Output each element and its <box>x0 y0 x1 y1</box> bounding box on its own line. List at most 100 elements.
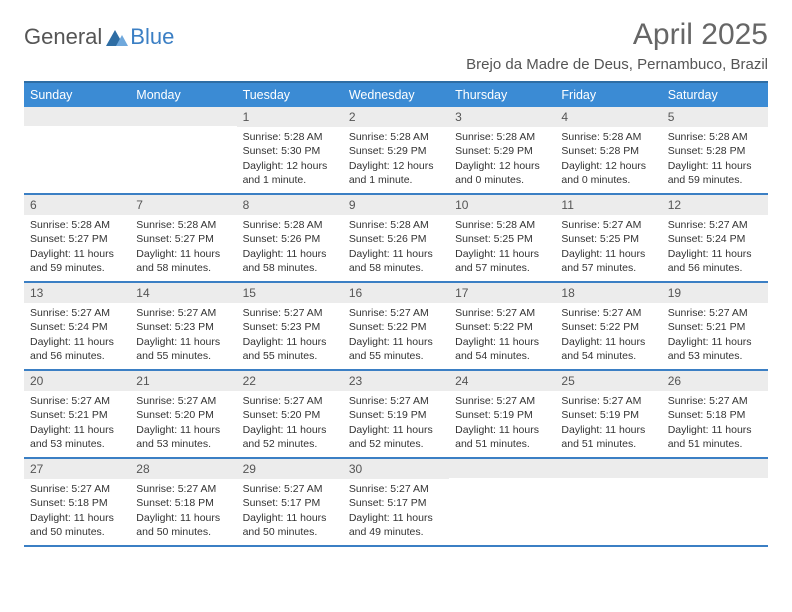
day-number: 25 <box>555 371 661 391</box>
day-cell: 17Sunrise: 5:27 AMSunset: 5:22 PMDayligh… <box>449 283 555 369</box>
day-body: Sunrise: 5:27 AMSunset: 5:25 PMDaylight:… <box>555 215 661 279</box>
day-body: Sunrise: 5:28 AMSunset: 5:30 PMDaylight:… <box>237 127 343 191</box>
day-number: 19 <box>662 283 768 303</box>
day-cell: 6Sunrise: 5:28 AMSunset: 5:27 PMDaylight… <box>24 195 130 281</box>
sunset-text: Sunset: 5:21 PM <box>30 408 124 422</box>
day-body: Sunrise: 5:27 AMSunset: 5:23 PMDaylight:… <box>130 303 236 367</box>
sunset-text: Sunset: 5:18 PM <box>30 496 124 510</box>
daylight-text: Daylight: 11 hours and 56 minutes. <box>30 335 124 363</box>
day-cell <box>130 107 236 193</box>
daylight-text: Daylight: 11 hours and 51 minutes. <box>668 423 762 451</box>
week-row: 20Sunrise: 5:27 AMSunset: 5:21 PMDayligh… <box>24 371 768 459</box>
sunrise-text: Sunrise: 5:27 AM <box>136 482 230 496</box>
day-cell: 18Sunrise: 5:27 AMSunset: 5:22 PMDayligh… <box>555 283 661 369</box>
sunset-text: Sunset: 5:27 PM <box>30 232 124 246</box>
daylight-text: Daylight: 11 hours and 56 minutes. <box>668 247 762 275</box>
day-cell: 20Sunrise: 5:27 AMSunset: 5:21 PMDayligh… <box>24 371 130 457</box>
dow-wednesday: Wednesday <box>343 83 449 107</box>
day-number: 22 <box>237 371 343 391</box>
daylight-text: Daylight: 12 hours and 0 minutes. <box>455 159 549 187</box>
daylight-text: Daylight: 11 hours and 59 minutes. <box>668 159 762 187</box>
sunrise-text: Sunrise: 5:27 AM <box>455 394 549 408</box>
sunrise-text: Sunrise: 5:27 AM <box>136 306 230 320</box>
day-body: Sunrise: 5:27 AMSunset: 5:24 PMDaylight:… <box>24 303 130 367</box>
dow-thursday: Thursday <box>449 83 555 107</box>
sunrise-text: Sunrise: 5:28 AM <box>243 218 337 232</box>
daylight-text: Daylight: 11 hours and 50 minutes. <box>243 511 337 539</box>
sunrise-text: Sunrise: 5:27 AM <box>561 218 655 232</box>
daylight-text: Daylight: 11 hours and 58 minutes. <box>349 247 443 275</box>
sunset-text: Sunset: 5:29 PM <box>455 144 549 158</box>
sunrise-text: Sunrise: 5:27 AM <box>668 218 762 232</box>
day-body: Sunrise: 5:27 AMSunset: 5:22 PMDaylight:… <box>449 303 555 367</box>
daylight-text: Daylight: 11 hours and 57 minutes. <box>561 247 655 275</box>
sunset-text: Sunset: 5:17 PM <box>349 496 443 510</box>
day-body: Sunrise: 5:27 AMSunset: 5:17 PMDaylight:… <box>237 479 343 543</box>
day-number: 14 <box>130 283 236 303</box>
day-body: Sunrise: 5:27 AMSunset: 5:22 PMDaylight:… <box>343 303 449 367</box>
day-number <box>130 107 236 126</box>
daylight-text: Daylight: 11 hours and 55 minutes. <box>243 335 337 363</box>
day-cell <box>24 107 130 193</box>
daylight-text: Daylight: 11 hours and 49 minutes. <box>349 511 443 539</box>
day-number: 13 <box>24 283 130 303</box>
sunrise-text: Sunrise: 5:28 AM <box>455 218 549 232</box>
dow-tuesday: Tuesday <box>237 83 343 107</box>
sunset-text: Sunset: 5:27 PM <box>136 232 230 246</box>
day-body: Sunrise: 5:27 AMSunset: 5:17 PMDaylight:… <box>343 479 449 543</box>
day-body: Sunrise: 5:27 AMSunset: 5:20 PMDaylight:… <box>130 391 236 455</box>
sunrise-text: Sunrise: 5:27 AM <box>136 394 230 408</box>
sunrise-text: Sunrise: 5:28 AM <box>243 130 337 144</box>
sunrise-text: Sunrise: 5:28 AM <box>30 218 124 232</box>
day-number: 6 <box>24 195 130 215</box>
day-cell: 25Sunrise: 5:27 AMSunset: 5:19 PMDayligh… <box>555 371 661 457</box>
day-cell <box>555 459 661 545</box>
day-cell: 8Sunrise: 5:28 AMSunset: 5:26 PMDaylight… <box>237 195 343 281</box>
sunset-text: Sunset: 5:24 PM <box>668 232 762 246</box>
day-cell: 27Sunrise: 5:27 AMSunset: 5:18 PMDayligh… <box>24 459 130 545</box>
day-cell: 5Sunrise: 5:28 AMSunset: 5:28 PMDaylight… <box>662 107 768 193</box>
daylight-text: Daylight: 11 hours and 52 minutes. <box>349 423 443 451</box>
day-cell: 14Sunrise: 5:27 AMSunset: 5:23 PMDayligh… <box>130 283 236 369</box>
logo-text-blue: Blue <box>130 24 174 50</box>
dow-header-row: Sunday Monday Tuesday Wednesday Thursday… <box>24 83 768 107</box>
week-row: 1Sunrise: 5:28 AMSunset: 5:30 PMDaylight… <box>24 107 768 195</box>
day-number: 15 <box>237 283 343 303</box>
sunrise-text: Sunrise: 5:27 AM <box>30 482 124 496</box>
sunrise-text: Sunrise: 5:27 AM <box>349 394 443 408</box>
day-body: Sunrise: 5:27 AMSunset: 5:19 PMDaylight:… <box>555 391 661 455</box>
day-cell: 26Sunrise: 5:27 AMSunset: 5:18 PMDayligh… <box>662 371 768 457</box>
day-cell: 21Sunrise: 5:27 AMSunset: 5:20 PMDayligh… <box>130 371 236 457</box>
day-cell: 28Sunrise: 5:27 AMSunset: 5:18 PMDayligh… <box>130 459 236 545</box>
sunset-text: Sunset: 5:28 PM <box>668 144 762 158</box>
sunrise-text: Sunrise: 5:27 AM <box>561 306 655 320</box>
sunset-text: Sunset: 5:17 PM <box>243 496 337 510</box>
day-cell: 19Sunrise: 5:27 AMSunset: 5:21 PMDayligh… <box>662 283 768 369</box>
page-header: General Blue April 2025 Brejo da Madre d… <box>24 18 768 73</box>
week-row: 13Sunrise: 5:27 AMSunset: 5:24 PMDayligh… <box>24 283 768 371</box>
day-cell: 23Sunrise: 5:27 AMSunset: 5:19 PMDayligh… <box>343 371 449 457</box>
sunset-text: Sunset: 5:30 PM <box>243 144 337 158</box>
day-cell: 22Sunrise: 5:27 AMSunset: 5:20 PMDayligh… <box>237 371 343 457</box>
day-body: Sunrise: 5:28 AMSunset: 5:27 PMDaylight:… <box>24 215 130 279</box>
calendar-table: Sunday Monday Tuesday Wednesday Thursday… <box>24 81 768 547</box>
day-number: 17 <box>449 283 555 303</box>
sunset-text: Sunset: 5:20 PM <box>243 408 337 422</box>
sunset-text: Sunset: 5:25 PM <box>455 232 549 246</box>
day-cell: 30Sunrise: 5:27 AMSunset: 5:17 PMDayligh… <box>343 459 449 545</box>
sunrise-text: Sunrise: 5:27 AM <box>349 306 443 320</box>
day-body: Sunrise: 5:27 AMSunset: 5:19 PMDaylight:… <box>449 391 555 455</box>
page-title: April 2025 <box>466 18 768 52</box>
sunrise-text: Sunrise: 5:28 AM <box>455 130 549 144</box>
day-cell <box>662 459 768 545</box>
day-number <box>555 459 661 478</box>
day-number: 28 <box>130 459 236 479</box>
daylight-text: Daylight: 11 hours and 55 minutes. <box>136 335 230 363</box>
sunrise-text: Sunrise: 5:27 AM <box>30 394 124 408</box>
sunset-text: Sunset: 5:19 PM <box>561 408 655 422</box>
logo-triangle-icon <box>106 28 128 46</box>
sunset-text: Sunset: 5:19 PM <box>455 408 549 422</box>
day-body: Sunrise: 5:28 AMSunset: 5:29 PMDaylight:… <box>343 127 449 191</box>
day-cell: 1Sunrise: 5:28 AMSunset: 5:30 PMDaylight… <box>237 107 343 193</box>
sunset-text: Sunset: 5:24 PM <box>30 320 124 334</box>
